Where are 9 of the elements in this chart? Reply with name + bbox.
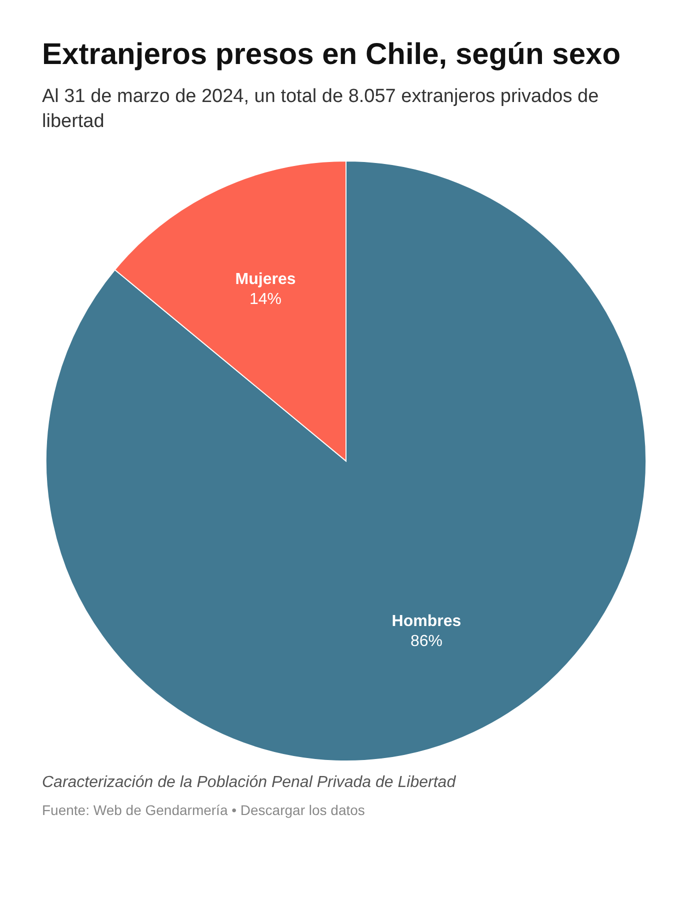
slice-label: Hombres — [392, 613, 462, 630]
pie-slice — [46, 160, 646, 762]
data-label: 86% — [410, 633, 442, 650]
data-label: 14% — [250, 290, 282, 308]
slice-label: Mujeres — [235, 270, 296, 288]
chart-title: Extranjeros presos en Chile, según sexo — [42, 37, 622, 73]
text: Caracterización de la Población Penal Privada de Libertad — [42, 774, 457, 792]
source-note: Fuente: Web de Gendarmería • Descargar los datos — [42, 802, 366, 818]
chart-subtitle: Al 31 de marzo de 2024, un total de 8.057 extranjeros privados de libertad — [42, 85, 600, 134]
